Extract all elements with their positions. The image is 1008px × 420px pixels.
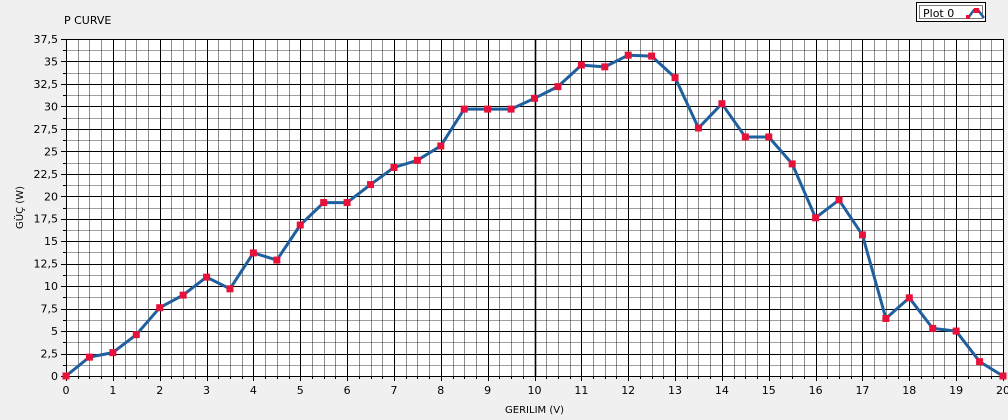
y-tick-label: 10 — [44, 280, 58, 293]
data-point — [460, 105, 468, 113]
data-point — [601, 63, 609, 71]
y-tick-label: 17,5 — [34, 213, 59, 226]
x-axis-ticks: 0 1 2 3 4 5 6 7 8 9 10 11 12 13 14 15 16 17 18 19 20 — [63, 376, 1008, 397]
x-tick-label: 20 — [996, 384, 1008, 397]
x-tick-label: 14 — [715, 384, 729, 397]
data-point — [952, 327, 960, 335]
x-tick-label: 19 — [949, 384, 963, 397]
legend-line-icon — [966, 8, 985, 19]
data-point — [132, 331, 140, 339]
x-tick-label: 8 — [437, 384, 444, 397]
data-point — [296, 221, 304, 229]
data-point — [343, 199, 351, 207]
chart-title: P CURVE — [64, 14, 112, 27]
data-point — [671, 74, 679, 82]
data-point — [109, 349, 117, 357]
data-point — [812, 214, 820, 222]
legend-entry[interactable]: Plot 0 — [919, 5, 985, 20]
data-point — [976, 358, 984, 366]
legend-label: Plot 0 — [923, 7, 955, 20]
data-point — [156, 304, 164, 312]
data-point — [507, 105, 515, 113]
data-point — [741, 133, 749, 141]
y-tick-label: 37,5 — [34, 33, 59, 46]
data-point — [554, 83, 562, 91]
y-tick-label: 25 — [44, 145, 58, 158]
axes — [66, 39, 1003, 377]
data-point — [249, 249, 257, 257]
data-point — [320, 199, 328, 207]
x-tick-label: 6 — [344, 384, 351, 397]
x-tick-label: 4 — [250, 384, 257, 397]
x-tick-label: 17 — [855, 384, 869, 397]
y-tick-label: 27,5 — [34, 123, 59, 136]
x-tick-label: 16 — [809, 384, 823, 397]
data-point — [624, 51, 632, 59]
y-tick-label: 20 — [44, 190, 58, 203]
y-axis-title: GÜÇ (W) — [13, 186, 26, 229]
data-point — [179, 291, 187, 299]
data-point — [62, 372, 70, 380]
data-point — [765, 133, 773, 141]
legend-marker — [974, 8, 979, 13]
y-tick-label: 5 — [51, 325, 58, 338]
data-point — [694, 124, 702, 132]
x-tick-label: 18 — [902, 384, 916, 397]
y-axis-ticks: 0 2,5 5 7,5 10 12,5 15 17,5 20 22,5 25 27,5 30 32,5 35… — [34, 33, 66, 383]
data-point — [273, 256, 281, 264]
x-tick-label: 3 — [203, 384, 210, 397]
legend-marker — [966, 15, 970, 19]
y-tick-label: 12,5 — [34, 258, 59, 271]
y-tick-label: 2,5 — [41, 348, 59, 361]
data-point — [648, 52, 656, 60]
data-point — [413, 156, 421, 164]
data-point — [999, 372, 1007, 380]
y-tick-label: 35 — [44, 55, 58, 68]
data-point — [835, 196, 843, 204]
x-tick-label: 0 — [63, 384, 70, 397]
y-tick-label: 32,5 — [34, 78, 59, 91]
x-tick-label: 10 — [528, 384, 542, 397]
data-point — [718, 100, 726, 108]
x-axis-title: GERILIM (V) — [505, 405, 564, 416]
data-point — [531, 94, 538, 102]
data-point — [226, 285, 234, 293]
major-gridlines — [66, 39, 1004, 377]
data-point — [203, 273, 211, 281]
data-point — [905, 294, 913, 302]
data-point — [484, 105, 492, 113]
x-tick-label: 15 — [762, 384, 776, 397]
legend[interactable]: Plot 0 — [916, 2, 986, 22]
data-point — [85, 353, 93, 361]
x-tick-label: 13 — [668, 384, 682, 397]
x-tick-label: 9 — [484, 384, 491, 397]
data-point — [437, 142, 445, 150]
data-point — [367, 181, 375, 189]
series-plot-0 — [62, 51, 1007, 380]
y-tick-label: 7,5 — [41, 303, 59, 316]
data-point — [929, 324, 937, 332]
x-tick-label: 1 — [109, 384, 116, 397]
y-tick-label: 15 — [44, 235, 58, 248]
y-tick-label: 30 — [44, 100, 58, 113]
data-point — [882, 314, 890, 322]
data-point — [788, 160, 796, 168]
data-point — [858, 231, 866, 239]
data-point — [577, 61, 585, 69]
y-tick-label: 22,5 — [34, 168, 59, 181]
x-tick-label: 12 — [621, 384, 635, 397]
x-tick-label: 2 — [156, 384, 163, 397]
data-point — [390, 164, 398, 172]
x-tick-label: 11 — [574, 384, 588, 397]
x-tick-label: 5 — [297, 384, 304, 397]
y-tick-label: 0 — [51, 370, 58, 383]
x-tick-label: 7 — [390, 384, 397, 397]
